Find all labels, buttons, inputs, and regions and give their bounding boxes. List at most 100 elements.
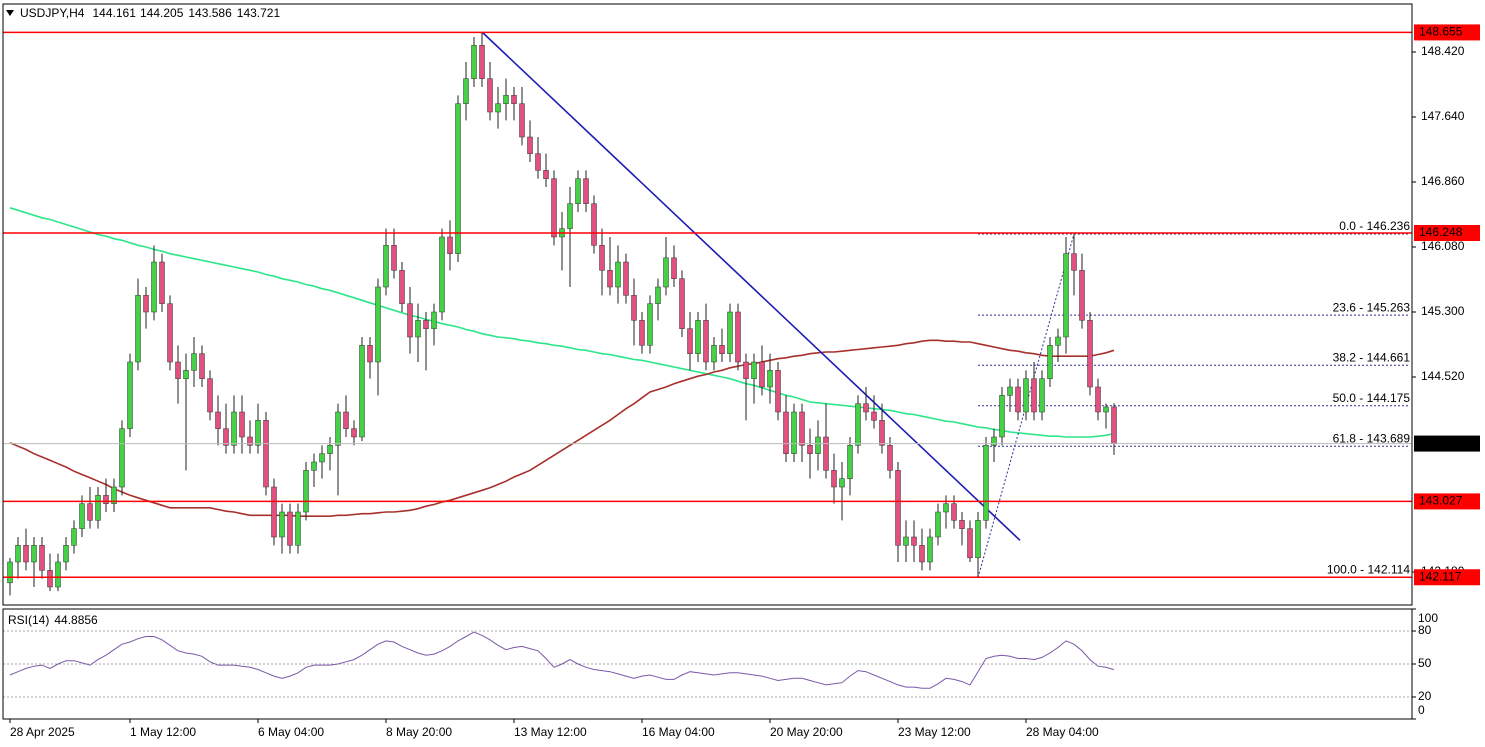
- candle-body: [631, 295, 637, 321]
- candle-body: [87, 503, 93, 521]
- rsi-tick-label: 50: [1418, 656, 1432, 670]
- candle-body: [335, 411, 341, 446]
- symbol: USDJPY,H4: [20, 6, 85, 20]
- candle-body: [215, 411, 221, 429]
- rsi-header: RSI(14) 44.8856: [8, 613, 98, 627]
- candle-body: [439, 236, 445, 313]
- candle-body: [287, 511, 293, 546]
- moving-average: [9, 339, 1115, 517]
- candle-body: [95, 495, 101, 521]
- candle-body: [999, 395, 1005, 438]
- candle-body: [223, 428, 229, 446]
- y-tick-label: 146.860: [1421, 174, 1465, 188]
- candle-body: [111, 486, 117, 504]
- candle-body: [1063, 253, 1069, 338]
- candle-body: [623, 261, 629, 296]
- level-box: [1414, 569, 1480, 586]
- candle-body: [607, 270, 613, 288]
- candle-body: [383, 245, 389, 288]
- candle-body: [127, 361, 133, 429]
- candle-body: [871, 411, 877, 421]
- candle-body: [543, 170, 549, 179]
- candle-body: [775, 370, 781, 413]
- y-tick-label: 147.640: [1421, 109, 1465, 123]
- candle-body: [519, 103, 525, 138]
- candle-body: [959, 520, 965, 529]
- candle-body: [727, 311, 733, 354]
- candle-body: [55, 561, 61, 588]
- y-tick-label: 145.300: [1421, 304, 1465, 318]
- candle-body: [47, 570, 53, 588]
- price-panel-frame: [2, 3, 1413, 606]
- candle-body: [271, 486, 277, 538]
- candle-body: [759, 361, 765, 388]
- candle-body: [639, 320, 645, 346]
- candle-body: [263, 420, 269, 488]
- candle-body: [79, 503, 85, 529]
- candle-body: [1055, 336, 1061, 346]
- candle-body: [207, 378, 213, 413]
- candle-body: [575, 178, 581, 204]
- candle-body: [63, 545, 69, 563]
- candle-body: [31, 545, 37, 563]
- candle-body: [711, 345, 717, 363]
- candle-body: [15, 545, 21, 563]
- candle-body: [799, 411, 805, 446]
- candle-body: [295, 511, 301, 546]
- candle-body: [511, 95, 517, 104]
- candle-body: [567, 203, 573, 229]
- candle-body: [199, 353, 205, 379]
- rsi-tick-label: 0: [1418, 703, 1425, 717]
- candle-body: [1023, 378, 1029, 413]
- candle-body: [319, 453, 325, 463]
- candle-body: [71, 528, 77, 546]
- level-box: [1414, 225, 1480, 241]
- candle-body: [879, 420, 885, 446]
- candle-body: [1031, 378, 1037, 413]
- level-label: 148.655: [1419, 25, 1463, 39]
- x-tick-label: 13 May 12:00: [514, 725, 587, 739]
- candle-body: [479, 45, 485, 79]
- last-high: 144.205: [140, 6, 184, 20]
- candle-body: [487, 78, 493, 113]
- level-box: [1414, 24, 1480, 41]
- candle-body: [719, 345, 725, 354]
- candle-body: [991, 436, 997, 446]
- candle-body: [471, 45, 477, 79]
- candle-body: [247, 436, 253, 446]
- candle-body: [783, 411, 789, 454]
- candle-body: [159, 261, 165, 304]
- candle-body: [1039, 378, 1045, 413]
- rsi-tick-label: 20: [1418, 689, 1432, 703]
- x-tick-label: 6 May 04:00: [258, 725, 324, 739]
- candle-body: [839, 478, 845, 488]
- candle-body: [935, 511, 941, 538]
- candle-body: [399, 270, 405, 304]
- candle-body: [679, 278, 685, 329]
- candle-body: [695, 320, 701, 354]
- plot-layer: 148.420 147.640 146.860 146.080 145.300 144.5…: [3, 24, 1480, 739]
- candle-body: [647, 303, 653, 346]
- candle-body: [1047, 345, 1053, 379]
- candle-body: [183, 370, 189, 379]
- current-price-label: 143.721: [1419, 436, 1463, 450]
- candle-body: [887, 445, 893, 471]
- candle-body: [367, 345, 373, 363]
- rsi-label: RSI(14): [8, 613, 49, 627]
- candle-body: [415, 320, 421, 338]
- candle-body: [255, 420, 261, 446]
- candle-body: [495, 103, 501, 113]
- candle-body: [1111, 406, 1117, 444]
- candle-body: [311, 461, 317, 471]
- candle-body: [447, 236, 453, 254]
- candle-body: [855, 403, 861, 446]
- fib-label: 38.2 - 144.661: [1333, 350, 1411, 364]
- candle-body: [807, 445, 813, 454]
- candle-body: [351, 428, 357, 438]
- candle-body: [239, 411, 245, 438]
- candle-body: [1015, 386, 1021, 413]
- candle-body: [327, 445, 333, 454]
- candle-body: [919, 545, 925, 563]
- fib-base: [977, 233, 1075, 578]
- x-tick-label: 23 May 12:00: [898, 725, 971, 739]
